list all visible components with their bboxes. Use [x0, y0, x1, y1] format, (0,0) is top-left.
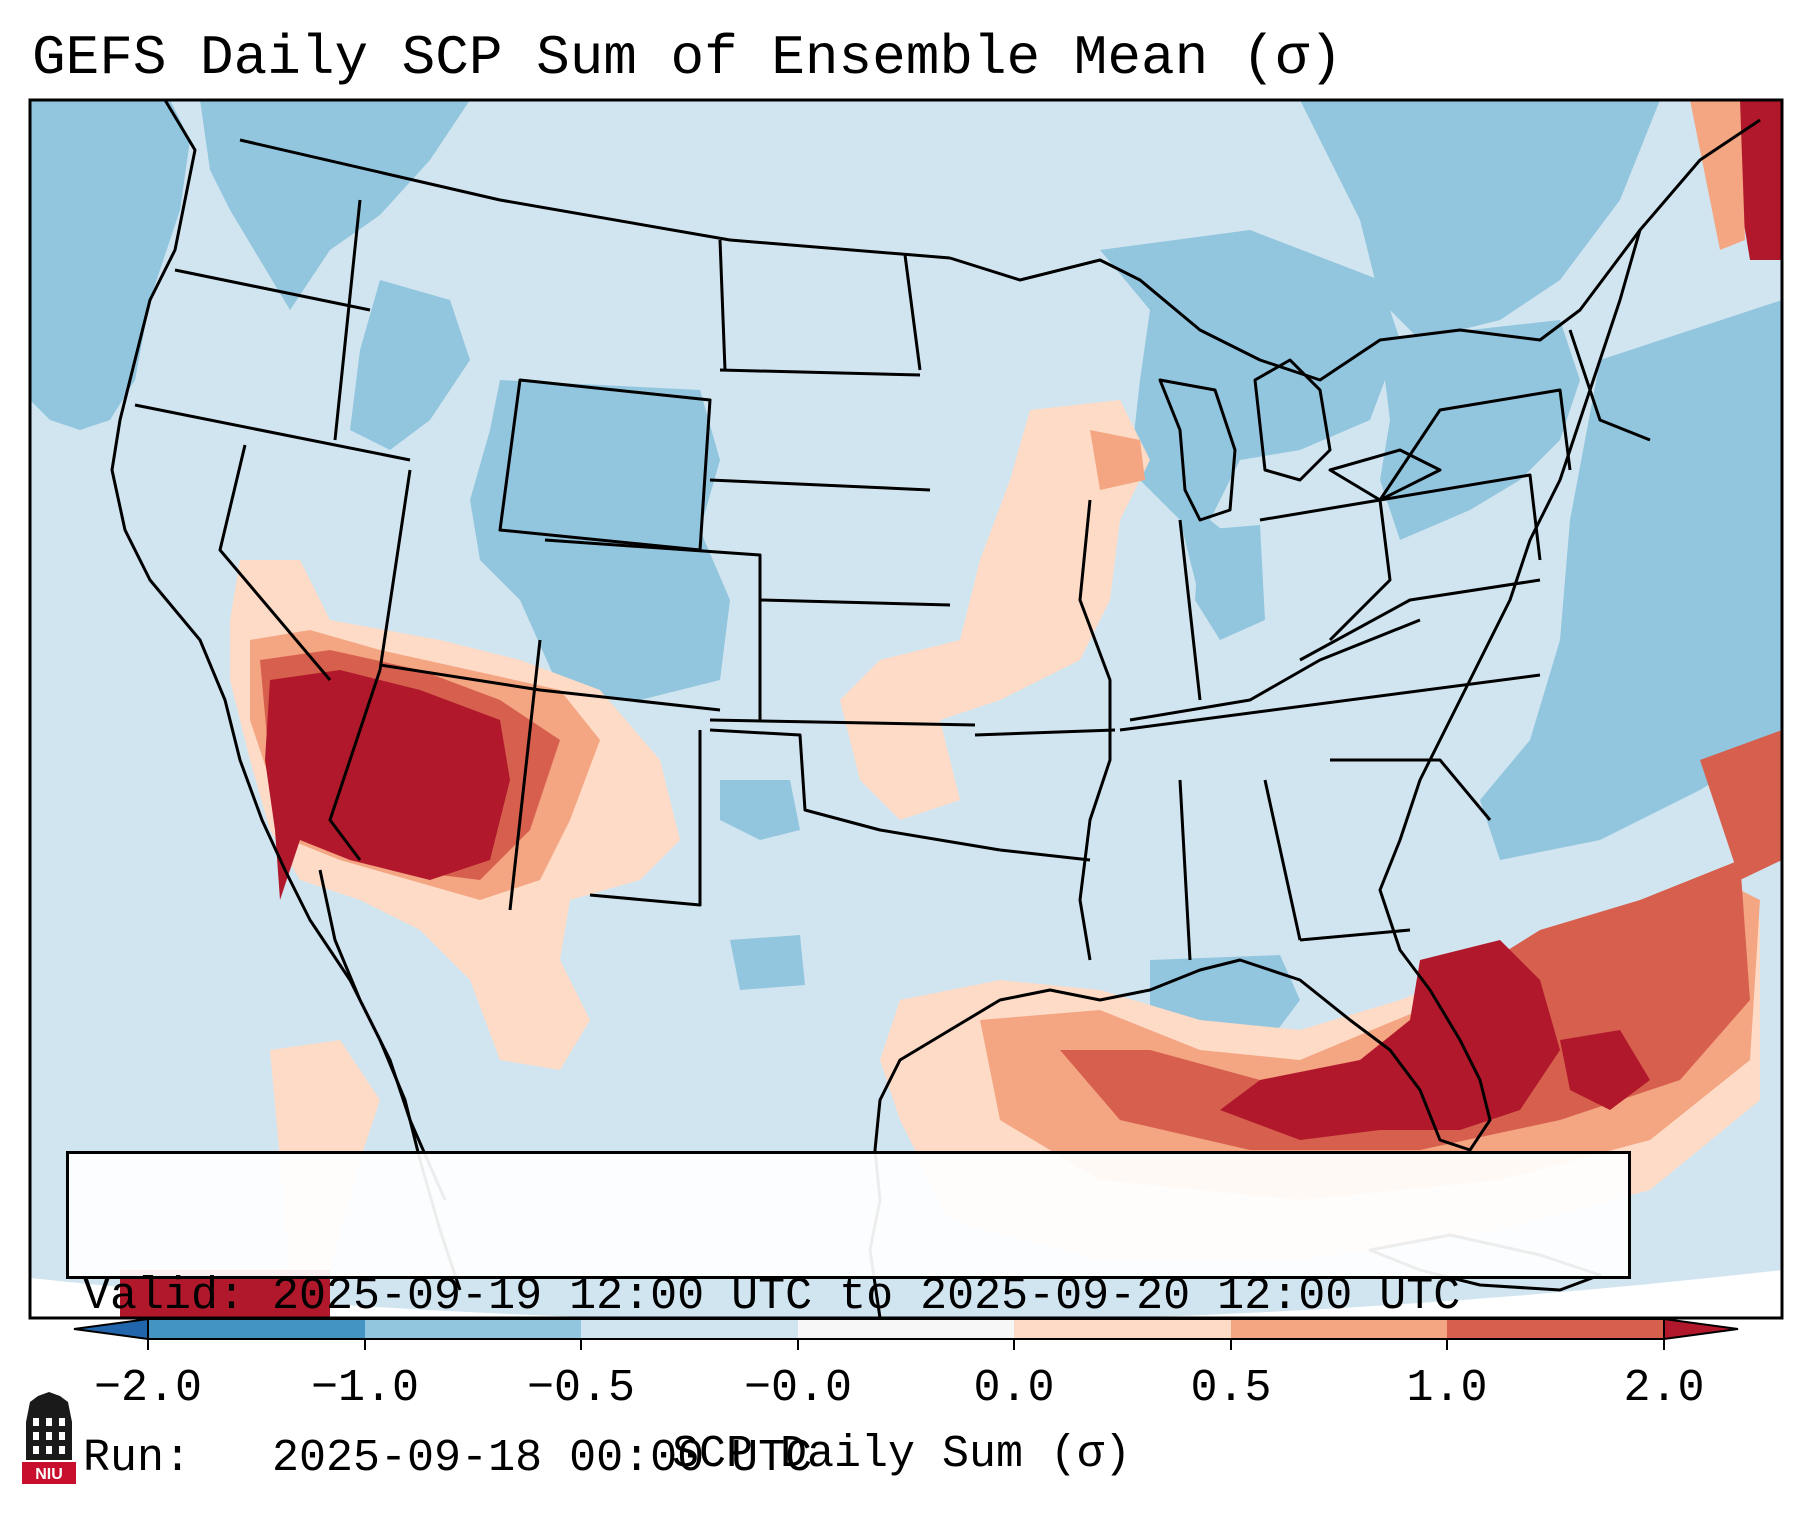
colorbar-tick-label: −2.0 — [93, 1363, 203, 1414]
wisconsin-moderate-positive — [1090, 430, 1145, 490]
colorbar-ticks — [147, 1339, 1665, 1350]
border-alabama-georgia — [1263, 779, 1302, 941]
arizona-extreme-positive — [265, 670, 510, 900]
michigan-mitten — [1253, 358, 1332, 482]
lake-erie — [1328, 448, 1442, 502]
ohio-negative-patch — [1195, 525, 1265, 640]
border-oklahoma-texas — [709, 728, 1001, 852]
idaho-negative-region — [350, 280, 470, 450]
figure-title: GEFS Daily SCP Sum of Ensemble Mean (σ) — [32, 26, 1343, 90]
colorbar-label: SCP Daily Sum (σ) — [671, 1429, 1132, 1480]
northeast-negative-region — [1380, 320, 1580, 540]
border-california-nevada — [218, 444, 332, 681]
logo-text: NIU — [35, 1466, 63, 1483]
baja-coastline — [318, 869, 447, 1201]
colorbar-frame — [147, 1318, 1665, 1340]
colorbar-bin-4 — [798, 1319, 1014, 1339]
bahamas-extreme-positive — [1560, 1030, 1650, 1110]
border-arkansas-louisiana — [999, 848, 1091, 862]
great-lakes-border — [949, 118, 1761, 382]
colorbar-tick-label: 1.0 — [1406, 1363, 1488, 1414]
border-mississippi-river — [1078, 499, 1112, 961]
border-missouri-arkansas — [974, 728, 1116, 737]
colorbar-bin-5 — [1014, 1319, 1231, 1339]
logo-windows — [33, 1418, 65, 1454]
colorbar-tick-label: −0.5 — [526, 1363, 636, 1414]
border-mississippi-alabama — [1178, 779, 1192, 961]
valid-time-text: Valid: 2025-09-19 12:00 UTC to 2025-09-2… — [83, 1271, 1461, 1322]
border-tennessee — [1119, 673, 1541, 732]
border-kansas-oklahoma — [709, 718, 976, 727]
border-new-york — [1378, 388, 1572, 501]
border-virginia — [1299, 578, 1541, 662]
border-washington-oregon — [174, 268, 371, 312]
atlantic-strong-positive — [1700, 730, 1782, 880]
colorbar-bin-3 — [581, 1319, 798, 1339]
run-time-text: Run: 2025-09-18 00:00 UTC — [83, 1433, 813, 1484]
canada-us-border — [239, 138, 951, 260]
florida-extreme-positive — [1220, 940, 1560, 1140]
lake-michigan — [1158, 378, 1237, 522]
border-dakota-nebraska — [709, 478, 931, 492]
colorbar-over-extension — [1663, 1317, 1739, 1341]
border-az-ca — [328, 669, 382, 861]
pacific-negative-region — [30, 100, 190, 430]
border-texas-new-mexico — [589, 730, 702, 907]
atlantic-negative-region — [1480, 300, 1782, 860]
colorbar — [73, 1317, 1739, 1350]
validity-info-box: Valid: 2025-09-19 12:00 UTC to 2025-09-2… — [66, 1151, 1631, 1484]
great-lakes-negative-region — [1100, 230, 1400, 620]
colorbar-bin-1 — [148, 1319, 365, 1339]
colorbar-bin-7 — [1447, 1319, 1664, 1339]
border-kentucky — [1129, 618, 1421, 722]
niu-logo: NIU — [22, 1392, 76, 1484]
map-boundaries — [110, 100, 1761, 1318]
border-nm-az — [508, 639, 542, 911]
border-dakotas — [719, 368, 921, 377]
border-oregon-nevada — [134, 403, 411, 462]
colorbar-tick-label: 2.0 — [1623, 1363, 1705, 1414]
logo-red-band — [22, 1462, 76, 1484]
nova-scotia-extreme-positive — [1740, 100, 1782, 260]
border-four-corners — [379, 663, 721, 712]
border-new-england — [1568, 329, 1651, 442]
canada-east-negative-region — [1300, 100, 1660, 340]
midwest-light-positive — [840, 400, 1150, 820]
border-wyoming — [498, 378, 712, 552]
baja-extreme-positive — [120, 1270, 330, 1318]
scp-map — [28, 98, 1784, 1320]
border-idaho — [333, 199, 362, 441]
border-ohio — [1259, 498, 1392, 642]
border-indiana-illinois — [1178, 519, 1202, 701]
colorbar-bin-6 — [1231, 1319, 1447, 1339]
colorbar-under-extension — [73, 1317, 149, 1341]
colorbar-tick-label: −1.0 — [310, 1363, 420, 1414]
colorbar-tick-label: −0.0 — [743, 1363, 853, 1414]
colorbar-tick-label: 0.0 — [973, 1363, 1055, 1414]
border-utah-colorado — [544, 538, 762, 720]
southtexas-negative-patch — [730, 935, 805, 990]
border-north-dakota-minnesota — [903, 254, 922, 371]
border-carolinas — [1330, 758, 1492, 821]
colorbar-tick-label: 0.5 — [1190, 1363, 1272, 1414]
east-coastline — [868, 229, 1642, 1318]
border-pennsylvania — [1379, 473, 1542, 561]
border-georgia-florida — [1299, 928, 1411, 942]
border-nevada-utah — [378, 469, 412, 671]
northwest-negative-region — [200, 100, 470, 310]
border-nebraska-kansas — [759, 598, 951, 607]
texas-negative-patch — [720, 780, 800, 840]
border-montana-north-dakota — [718, 239, 727, 371]
colorbar-bin-2 — [365, 1319, 581, 1339]
